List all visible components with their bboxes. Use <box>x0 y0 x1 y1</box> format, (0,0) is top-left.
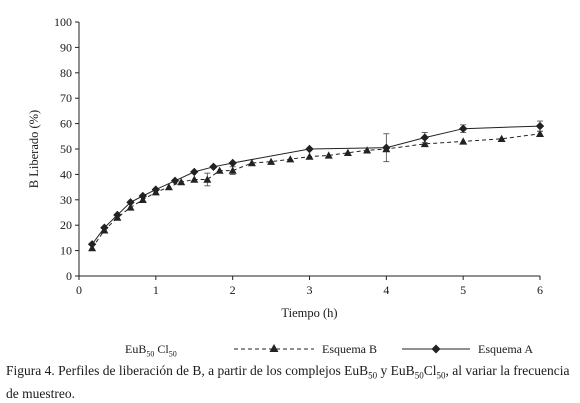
x-tick-label: 5 <box>460 283 466 297</box>
y-tick-label: 50 <box>60 142 72 156</box>
x-tick-label: 3 <box>307 283 313 297</box>
series-line-esquema-a <box>91 125 541 245</box>
data-point-esquema-a <box>209 162 218 171</box>
data-point-esquema-b <box>215 166 224 174</box>
x-tick-label: 6 <box>537 283 543 297</box>
x-tick-label: 1 <box>153 283 159 297</box>
y-tick-label: 10 <box>60 244 72 258</box>
data-point-esquema-b <box>203 175 212 183</box>
y-tick-label: 20 <box>60 218 72 232</box>
data-point-esquema-a <box>170 176 180 185</box>
data-point-esquema-b <box>190 175 199 183</box>
data-point-esquema-a <box>151 185 160 194</box>
data-point-esquema-b <box>286 155 295 163</box>
data-point-esquema-b <box>497 134 506 142</box>
legend-swatch-esquema-a <box>402 344 470 354</box>
release-profile-chart: 0 10 20 30 40 50 60 70 80 90 100 0 1 2 3 4 5 6 Tiempo (h) B… <box>27 15 545 320</box>
data-point-esquema-b <box>459 137 468 145</box>
y-tick-label: 60 <box>60 117 72 131</box>
legend-label-esquema-a: Esquema A <box>478 342 533 356</box>
data-point-esquema-b <box>324 151 333 159</box>
data-point-esquema-a <box>113 210 122 220</box>
x-tick-label: 2 <box>230 283 236 297</box>
y-tick-label: 100 <box>54 15 72 29</box>
data-point-esquema-a <box>138 191 147 201</box>
data-point-esquema-a <box>459 124 468 133</box>
y-tick-label: 70 <box>60 91 72 105</box>
caption-line-1: Figura 4. Perfiles de liberación de B, a… <box>6 363 570 381</box>
legend: EuB50 Cl50 Esquema B Esquema A <box>0 340 580 360</box>
y-tick-label: 40 <box>60 167 72 181</box>
data-point-esquema-a <box>228 158 237 168</box>
data-point-esquema-b <box>420 139 429 148</box>
y-tick-label: 90 <box>60 40 72 54</box>
series-line-esquema-b <box>91 133 541 249</box>
x-tick-label: 4 <box>383 283 389 297</box>
legend-label-esquema-b: Esquema B <box>322 342 377 356</box>
data-point-esquema-b <box>228 166 237 174</box>
data-point-esquema-a <box>100 223 109 232</box>
data-point-esquema-a <box>126 198 135 207</box>
y-tick-label: 0 <box>66 269 72 283</box>
data-point-esquema-a <box>382 143 391 152</box>
y-tick-label: 80 <box>60 66 72 80</box>
figure-caption: Figura 4. Perfiles de liberación de B, a… <box>6 362 574 403</box>
caption-line-2: de muestreo. <box>6 385 75 401</box>
data-point-esquema-b <box>536 129 544 137</box>
data-point-esquema-b <box>177 178 186 186</box>
legend-complex-label: EuB50 Cl50 <box>125 342 177 359</box>
data-point-esquema-b <box>247 159 256 167</box>
x-tick-label: 0 <box>76 283 82 297</box>
data-point-esquema-b <box>305 152 314 160</box>
legend-swatch-esquema-b <box>234 344 314 352</box>
data-point-esquema-a <box>305 144 314 154</box>
data-point-esquema-b <box>343 148 352 156</box>
data-point-esquema-b <box>164 183 173 191</box>
data-point-esquema-b <box>267 157 276 165</box>
data-point-esquema-a <box>420 133 429 142</box>
data-point-esquema-a <box>535 121 545 131</box>
data-point-esquema-b <box>126 203 135 211</box>
x-axis-label: Tiempo (h) <box>281 306 337 320</box>
data-point-esquema-b <box>363 146 372 154</box>
y-tick-label: 30 <box>60 193 72 207</box>
data-point-esquema-a <box>87 240 97 249</box>
y-axis-label: B Liberado (%) <box>27 110 41 188</box>
data-point-esquema-a <box>190 167 199 177</box>
